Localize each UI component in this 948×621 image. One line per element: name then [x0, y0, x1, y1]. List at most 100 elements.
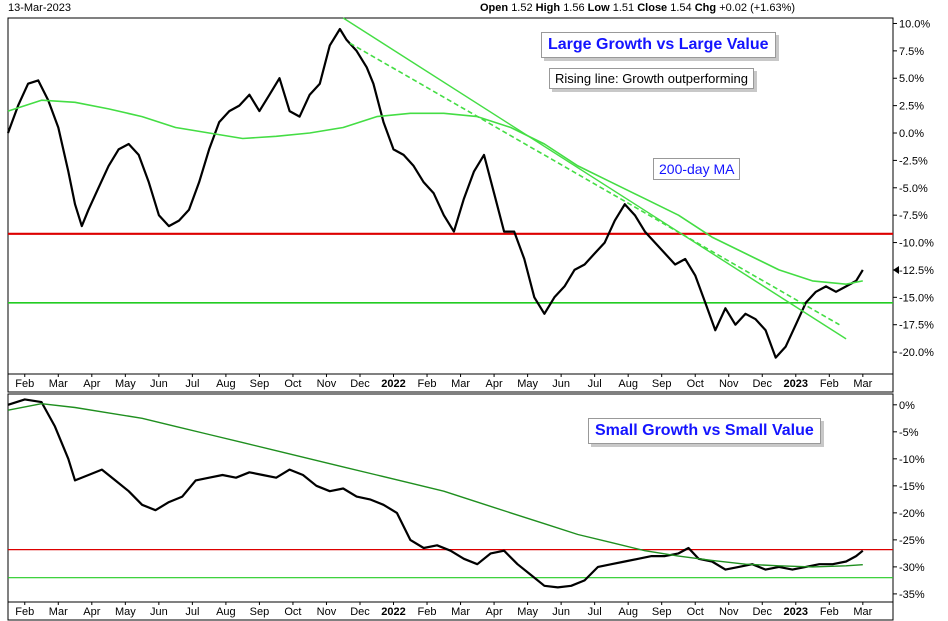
- x-tick-label: Feb: [820, 606, 839, 618]
- x-tick-label: Apr: [83, 606, 100, 618]
- x-tick-label: Feb: [820, 378, 839, 390]
- x-tick-label: Nov: [719, 606, 739, 618]
- x-tick-label: Jun: [552, 378, 570, 390]
- plot-frame: [7, 17, 894, 375]
- x-tick-label: Aug: [618, 606, 638, 618]
- x-tick-label: Sep: [652, 378, 672, 390]
- x-tick-label: Aug: [216, 606, 236, 618]
- y-tick-label: 0.0%: [899, 128, 924, 140]
- high-value: 1.56: [563, 2, 585, 14]
- price-line: [6, 27, 864, 359]
- y-tick-label: -15.0%: [899, 292, 934, 304]
- x-tick-label: Jun: [150, 378, 168, 390]
- x-tick-label: Dec: [752, 606, 772, 618]
- y-tick-label: -25%: [899, 535, 925, 547]
- x-tick-label: 2022: [381, 606, 405, 618]
- x-tick-label: Mar: [451, 378, 470, 390]
- ma-line: [7, 403, 863, 568]
- x-tick-label: Nov: [317, 378, 337, 390]
- x-tick-label: Dec: [350, 378, 370, 390]
- y-tick-label: -20%: [899, 508, 925, 520]
- open-label: Open: [480, 2, 509, 14]
- panel1-note: Rising line: Growth outperforming: [549, 68, 754, 89]
- y-tick-label: -15%: [899, 481, 925, 493]
- chg-value: +0.02 (+1.63%): [719, 2, 796, 14]
- x-tick-label: Sep: [250, 606, 270, 618]
- panel1-title: Large Growth vs Large Value: [541, 32, 776, 58]
- x-tick-label: Oct: [687, 606, 704, 618]
- panel2-title: Small Growth vs Small Value: [588, 418, 821, 444]
- x-tick-label: Dec: [350, 606, 370, 618]
- y-tick-label: 10.0%: [899, 18, 930, 30]
- x-tick-label: Jul: [185, 606, 199, 618]
- y-tick-label: 5.0%: [899, 73, 924, 85]
- x-tick-label: Oct: [687, 378, 704, 390]
- close-value: 1.54: [670, 2, 692, 14]
- panel-1: 10.0% 7.5% 5.0% 2.5% 0.0% -2.5% -5.0% -7.5% -10.…: [6, 17, 934, 393]
- trendline-solid: [342, 17, 847, 340]
- x-tick-label: Mar: [853, 378, 872, 390]
- x-tick-label: Oct: [284, 606, 301, 618]
- ma-line: [7, 99, 863, 285]
- x-tick-label: Sep: [250, 378, 270, 390]
- close-label: Close: [637, 2, 668, 14]
- y-tick-label: 2.5%: [899, 101, 924, 113]
- x-tick-label: Sep: [652, 606, 672, 618]
- y-tick-label: 7.5%: [899, 46, 924, 58]
- y-tick-label: -10.0%: [899, 238, 934, 250]
- x-tick-label: Jun: [150, 606, 168, 618]
- x-tick-label: Jul: [588, 378, 602, 390]
- low-value: 1.51: [612, 2, 635, 14]
- low-label: Low: [587, 2, 610, 14]
- x-tick-label: May: [517, 606, 538, 618]
- x-tick-label: Mar: [49, 378, 68, 390]
- x-tick-label: Jun: [552, 606, 570, 618]
- y-tick-label: -2.5%: [899, 155, 928, 167]
- x-tick-label: Mar: [853, 606, 872, 618]
- y-tick-label: -12.5%: [899, 265, 934, 277]
- x-tick-label: 2022: [381, 378, 405, 390]
- y-tick-label: -17.5%: [899, 320, 934, 332]
- x-tick-label: May: [517, 378, 538, 390]
- x-tick-label: Jul: [588, 606, 602, 618]
- x-tick-label: May: [115, 606, 136, 618]
- chg-label: Chg: [694, 2, 717, 14]
- y-tick-label: -5.0%: [899, 183, 928, 195]
- price-line: [7, 398, 864, 589]
- header-date: 13-Mar-2023: [8, 2, 71, 14]
- x-tick-label: Jul: [185, 378, 199, 390]
- panel-2: 0% -5% -10% -15% -20% -25% -30% -35% Feb Mar Apr Ma…: [7, 393, 925, 621]
- high-label: High: [535, 2, 561, 14]
- x-axis-strip: [7, 601, 894, 621]
- x-tick-label: Mar: [451, 606, 470, 618]
- y-tick-label: -10%: [899, 454, 925, 466]
- y-tick-label: 0%: [899, 400, 915, 412]
- x-tick-label: Feb: [418, 378, 437, 390]
- x-tick-label: May: [115, 378, 136, 390]
- x-axis-strip: [7, 373, 894, 393]
- x-tick-label: Nov: [719, 378, 739, 390]
- x-tick-label: Feb: [15, 378, 34, 390]
- x-tick-label: Nov: [317, 606, 337, 618]
- x-tick-label: 2023: [784, 606, 808, 618]
- y-tick-label: -20.0%: [899, 347, 934, 359]
- x-tick-label: Apr: [486, 606, 503, 618]
- x-tick-label: Apr: [83, 378, 100, 390]
- x-tick-label: Apr: [486, 378, 503, 390]
- x-tick-label: 2023: [784, 378, 808, 390]
- ohlc-readout: Open 1.52 High 1.56 Low 1.51 Close 1.54 …: [480, 0, 795, 18]
- x-tick-label: Dec: [752, 378, 772, 390]
- x-tick-label: Aug: [618, 378, 638, 390]
- x-tick-label: Feb: [418, 606, 437, 618]
- x-tick-label: Mar: [49, 606, 68, 618]
- y-tick-label: -5%: [899, 427, 919, 439]
- y-tick-label: -30%: [899, 562, 925, 574]
- x-tick-label: Aug: [216, 378, 236, 390]
- x-tick-label: Feb: [15, 606, 34, 618]
- open-value: 1.52: [511, 2, 533, 14]
- last-value-marker: [893, 265, 899, 274]
- y-tick-label: -35%: [899, 589, 925, 601]
- ma-label: 200-day MA: [653, 158, 741, 180]
- x-tick-label: Oct: [284, 378, 301, 390]
